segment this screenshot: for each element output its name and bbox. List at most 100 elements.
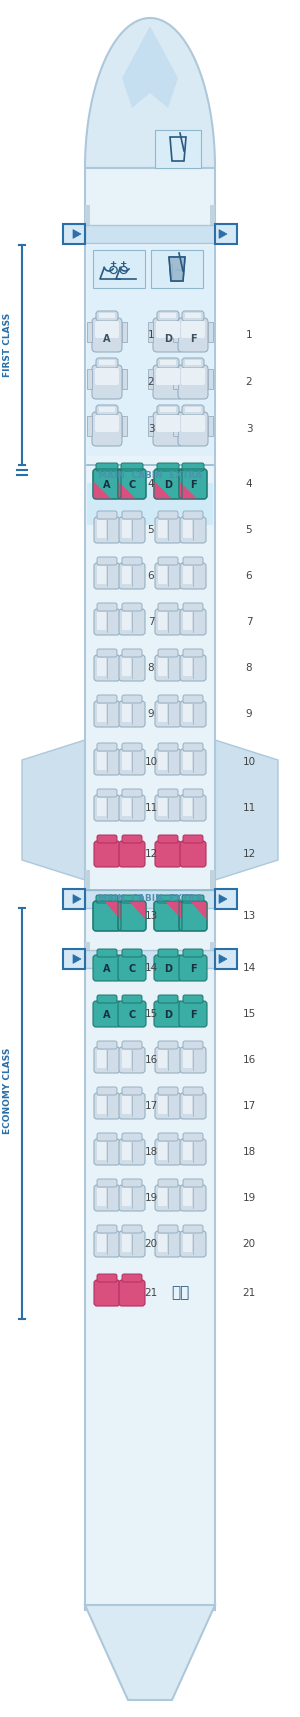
Bar — [208, 416, 213, 436]
Text: C: C — [128, 963, 136, 974]
Text: 3: 3 — [246, 424, 252, 434]
FancyBboxPatch shape — [183, 1095, 192, 1114]
FancyBboxPatch shape — [122, 798, 131, 816]
Text: C: C — [128, 481, 136, 489]
Polygon shape — [73, 230, 81, 239]
Text: 14: 14 — [242, 963, 256, 974]
FancyBboxPatch shape — [94, 1231, 120, 1257]
FancyBboxPatch shape — [158, 603, 178, 611]
FancyBboxPatch shape — [180, 749, 206, 774]
FancyBboxPatch shape — [157, 464, 179, 470]
FancyBboxPatch shape — [97, 649, 117, 658]
FancyBboxPatch shape — [183, 1041, 203, 1049]
FancyBboxPatch shape — [119, 654, 145, 682]
FancyBboxPatch shape — [157, 405, 179, 416]
FancyBboxPatch shape — [158, 950, 178, 956]
Bar — [215, 223, 237, 244]
FancyBboxPatch shape — [122, 704, 131, 723]
Bar — [215, 950, 237, 968]
FancyBboxPatch shape — [122, 950, 142, 956]
FancyBboxPatch shape — [158, 556, 178, 565]
Bar — [210, 204, 215, 227]
FancyBboxPatch shape — [97, 950, 117, 956]
FancyBboxPatch shape — [118, 469, 146, 500]
FancyBboxPatch shape — [119, 610, 145, 635]
Text: 6: 6 — [148, 572, 154, 580]
Bar — [160, 361, 176, 366]
Text: 10: 10 — [144, 757, 158, 767]
Text: ECONOMY CLASS: ECONOMY CLASS — [4, 1047, 13, 1135]
FancyBboxPatch shape — [119, 795, 145, 821]
Polygon shape — [169, 258, 185, 282]
FancyBboxPatch shape — [119, 1094, 145, 1119]
Text: 1: 1 — [246, 330, 252, 340]
FancyBboxPatch shape — [97, 1235, 106, 1252]
FancyBboxPatch shape — [183, 556, 203, 565]
Bar — [99, 407, 115, 412]
FancyBboxPatch shape — [122, 1142, 131, 1161]
FancyBboxPatch shape — [157, 895, 179, 903]
FancyBboxPatch shape — [155, 749, 181, 774]
Text: D: D — [164, 481, 172, 489]
Text: 20: 20 — [144, 1240, 158, 1248]
FancyBboxPatch shape — [95, 367, 119, 385]
FancyBboxPatch shape — [180, 517, 206, 543]
FancyBboxPatch shape — [183, 1133, 203, 1142]
FancyBboxPatch shape — [153, 318, 183, 352]
Bar — [85, 168, 215, 1611]
Text: A: A — [103, 335, 111, 343]
Text: 2: 2 — [246, 378, 252, 386]
FancyBboxPatch shape — [181, 321, 205, 338]
Text: 5: 5 — [246, 525, 252, 536]
FancyBboxPatch shape — [119, 517, 145, 543]
FancyBboxPatch shape — [96, 405, 118, 416]
FancyBboxPatch shape — [183, 752, 192, 769]
FancyBboxPatch shape — [94, 517, 120, 543]
Text: 19: 19 — [242, 1193, 256, 1204]
FancyBboxPatch shape — [183, 567, 192, 584]
FancyBboxPatch shape — [122, 1095, 131, 1114]
FancyBboxPatch shape — [155, 610, 181, 635]
FancyBboxPatch shape — [179, 1001, 207, 1027]
Text: MAIN  CABIN  EXTRA: MAIN CABIN EXTRA — [98, 470, 202, 479]
FancyBboxPatch shape — [183, 798, 192, 816]
FancyBboxPatch shape — [97, 1188, 106, 1205]
Bar — [87, 416, 92, 436]
FancyBboxPatch shape — [183, 994, 203, 1003]
FancyBboxPatch shape — [155, 1231, 181, 1257]
FancyBboxPatch shape — [122, 1224, 142, 1233]
FancyBboxPatch shape — [154, 469, 182, 500]
Text: 6: 6 — [246, 572, 252, 580]
Bar — [185, 407, 201, 412]
FancyBboxPatch shape — [180, 1094, 206, 1119]
FancyBboxPatch shape — [154, 901, 182, 931]
FancyBboxPatch shape — [180, 1185, 206, 1210]
Polygon shape — [103, 901, 121, 920]
Bar — [215, 889, 237, 908]
FancyBboxPatch shape — [94, 701, 120, 726]
Text: 👤👤: 👤👤 — [171, 1286, 189, 1300]
FancyBboxPatch shape — [180, 654, 206, 682]
FancyBboxPatch shape — [180, 1047, 206, 1073]
FancyBboxPatch shape — [183, 512, 203, 519]
FancyBboxPatch shape — [158, 649, 178, 658]
FancyBboxPatch shape — [97, 567, 106, 584]
Text: ♁♁: ♁♁ — [108, 261, 130, 276]
FancyBboxPatch shape — [158, 1087, 178, 1095]
Text: |~: |~ — [169, 264, 185, 278]
FancyBboxPatch shape — [97, 512, 117, 519]
FancyBboxPatch shape — [122, 1235, 131, 1252]
Bar — [183, 323, 188, 342]
FancyBboxPatch shape — [93, 469, 121, 500]
FancyBboxPatch shape — [179, 469, 207, 500]
Text: 4: 4 — [246, 479, 252, 489]
Bar — [208, 369, 213, 390]
FancyBboxPatch shape — [183, 950, 203, 956]
FancyBboxPatch shape — [94, 1185, 120, 1210]
Bar — [160, 312, 176, 318]
Bar — [87, 482, 213, 525]
FancyBboxPatch shape — [180, 1138, 206, 1166]
FancyBboxPatch shape — [178, 318, 208, 352]
FancyBboxPatch shape — [155, 795, 181, 821]
FancyBboxPatch shape — [155, 1047, 181, 1073]
